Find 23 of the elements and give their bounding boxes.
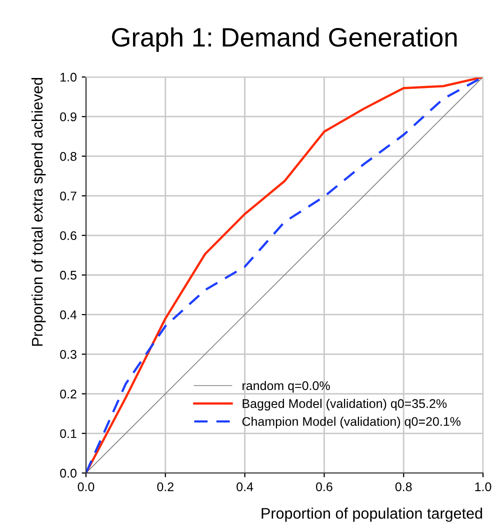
y-tick-label: 0.9 bbox=[60, 112, 76, 122]
y-tick-label: 0.8 bbox=[60, 152, 76, 161]
legend-label: Bagged Model (validation) q0=35.2% bbox=[242, 398, 447, 410]
x-tick-label: 0.8 bbox=[395, 482, 412, 492]
y-tick-label: 1.0 bbox=[60, 72, 76, 82]
legend-label: random q=0.0% bbox=[242, 380, 330, 393]
x-tick-label: 0.4 bbox=[236, 482, 254, 492]
y-axis-title: Proportion of total extra spend achieved bbox=[31, 78, 46, 346]
x-tick-label: 1.0 bbox=[475, 482, 492, 492]
x-tick-label: 0.2 bbox=[157, 482, 174, 492]
y-tick-label: 0.1 bbox=[60, 429, 76, 438]
x-axis-title: Proportion of population targeted bbox=[262, 508, 482, 522]
y-tick-label: 0.5 bbox=[60, 270, 76, 280]
y-tick-label: 0.7 bbox=[60, 192, 76, 200]
chart-title: Graph 1: Demand Generation bbox=[112, 27, 457, 52]
y-tick-label: 0.0 bbox=[60, 468, 76, 478]
x-tick-label: 0.6 bbox=[316, 482, 332, 492]
y-tick-label: 0.4 bbox=[60, 310, 77, 320]
legend-label: Champion Model (validation) q0=20.1% bbox=[242, 416, 460, 428]
y-tick-label: 0.3 bbox=[60, 350, 76, 359]
x-tick-label: 0.0 bbox=[78, 482, 94, 492]
y-tick-label: 0.6 bbox=[60, 231, 76, 240]
y-tick-label: 0.2 bbox=[60, 390, 76, 398]
